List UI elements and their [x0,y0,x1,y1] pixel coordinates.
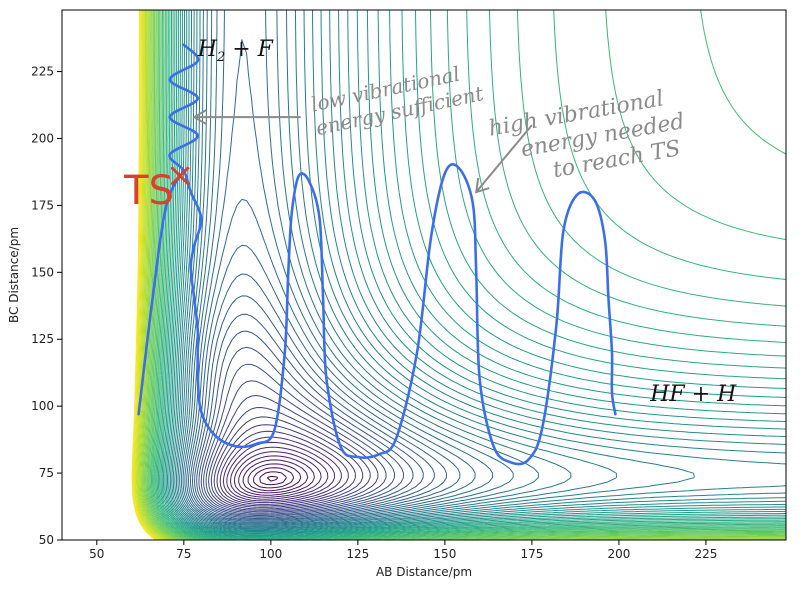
contour-level [161,10,786,538]
annotation-h2-f: H2 + F [197,37,274,65]
contour-level [149,10,786,540]
contour-level [134,10,161,540]
contour-level [213,416,364,508]
contour-level [253,467,295,489]
contour-level [152,10,786,540]
contour-level [156,10,786,540]
contour-level [219,430,349,505]
contour-level [192,273,447,520]
trajectory-line [168,43,617,466]
contour-level [208,395,379,511]
contour-level [139,10,786,540]
y-tick-label: 50 [39,533,54,547]
contour-level [203,363,395,514]
annotation-ts-marker: × [166,156,195,196]
y-tick-label: 75 [39,466,54,480]
contour-level [136,10,166,540]
plot-frame [61,9,787,541]
x-axis-label: AB Distance/pm [376,565,472,579]
y-axis-label: BC Distance/pm [7,227,21,323]
contour-level [190,244,461,521]
contour-level [142,10,786,540]
contour-level [159,10,786,539]
contour-level [165,10,786,535]
y-tick-label: 200 [31,131,54,145]
contour-level [135,10,163,540]
contour-lines [131,10,786,540]
x-tick-label: 225 [694,547,717,561]
contour-level [247,463,302,492]
x-tick-label: 200 [607,547,630,561]
contour-level [155,10,786,540]
contour-level [230,446,329,500]
contour-level [157,10,786,540]
y-tick-label: 125 [31,332,54,346]
y-tick-label: 150 [31,265,54,279]
contour-level [233,451,322,498]
y-tick-label: 100 [31,399,54,413]
contour-level [171,10,786,532]
contour-level [167,10,786,534]
annotation-ts: TS [123,168,174,214]
contour-level [145,10,786,540]
contour-level [194,295,435,519]
contour-level [131,10,156,540]
y-tick-label: 175 [31,198,54,212]
annotation-h2-f-part: 2 [216,50,225,65]
contour-level [154,10,786,540]
contour-level [148,10,786,540]
contour-level [242,459,309,494]
annotation-h2-f-part: H [197,37,218,62]
x-tick-label: 175 [520,547,543,561]
contour-level [133,10,159,540]
arrow-head-high-vibrational [474,177,490,194]
contour-level [136,10,164,540]
contour-level [143,10,786,540]
contour-level [186,39,494,523]
y-tick-label: 225 [31,65,54,79]
contour-level [164,10,786,536]
contour-level [196,313,424,518]
contour-level [238,455,315,496]
annotation-hf-h: HF + H [649,382,737,407]
contour-level [147,10,786,540]
contour-level [141,10,786,540]
contour-level [205,380,387,513]
trajectory-layer [137,43,617,466]
contour-level [259,471,287,486]
contour-level [146,10,786,540]
contour-level [160,10,786,538]
contour-level [140,10,786,540]
contour-level [132,10,158,540]
x-tick-label: 75 [176,547,191,561]
contour-level [179,10,617,527]
trajectory-lead-in [137,169,186,416]
contour-level [216,424,356,507]
contour-level [266,475,279,482]
x-tick-label: 100 [259,547,282,561]
arrow-high-vibrational [475,124,533,193]
contour-level [169,10,786,533]
x-tick-label: 125 [346,547,369,561]
annotation-h2-f-part: + F [225,37,273,62]
x-tick-label: 150 [433,547,456,561]
x-tick-label: 50 [89,547,104,561]
y-axis: 50 75 100 125 150 175 200 225 [31,65,62,547]
contour-level [172,10,786,531]
arrow-head-low-vibrational [192,109,207,125]
x-axis: 50 75 100 125 150 175 200 225 [89,540,717,561]
contour-level [153,10,786,540]
